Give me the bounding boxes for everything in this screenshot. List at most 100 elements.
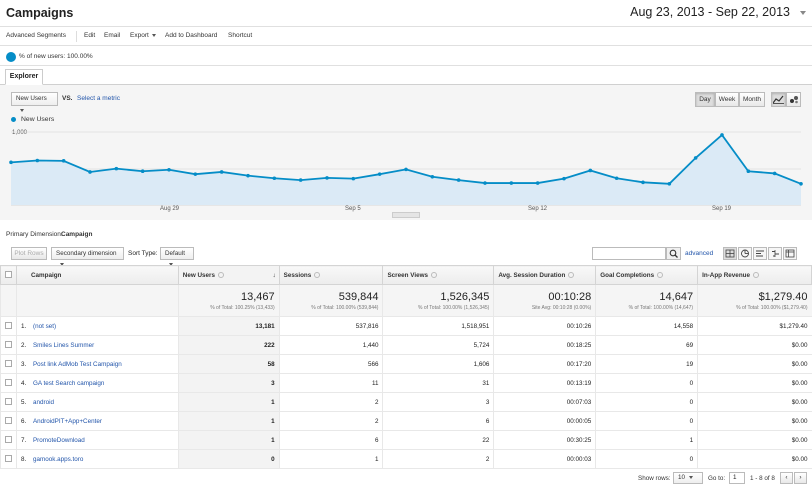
data-point[interactable] — [535, 181, 540, 185]
shortcut-button[interactable]: Shortcut — [228, 32, 253, 39]
advanced-filter-link[interactable]: advanced — [685, 250, 714, 257]
select-metric-link[interactable]: Select a metric — [77, 95, 120, 102]
data-point[interactable] — [430, 174, 435, 179]
line-chart-icon[interactable] — [771, 92, 786, 107]
column-header-new-users[interactable]: New Users ↓ — [177, 265, 280, 285]
date-range-picker[interactable]: Aug 23, 2013 - Sep 22, 2013 — [630, 5, 790, 19]
campaign-link[interactable]: (not set) — [32, 322, 57, 330]
data-point[interactable] — [140, 169, 145, 174]
column-header-sessions[interactable]: Sessions — [278, 265, 384, 285]
column-header-screen-views[interactable]: Screen Views — [382, 265, 495, 285]
checkbox[interactable] — [4, 416, 12, 424]
column-header-campaign[interactable]: Campaign — [15, 265, 179, 285]
help-icon[interactable] — [314, 271, 321, 278]
data-point[interactable] — [693, 156, 698, 160]
pie-view-icon[interactable] — [738, 247, 752, 260]
row-checkbox-cell[interactable] — [0, 411, 17, 431]
data-point[interactable] — [325, 176, 329, 180]
tab-explorer[interactable]: Explorer — [5, 69, 43, 85]
data-point[interactable] — [88, 170, 92, 174]
previous-page-button[interactable]: ‹ — [780, 472, 793, 484]
primary-dimension-campaign[interactable]: Campaign — [61, 231, 93, 238]
data-point[interactable] — [456, 178, 461, 182]
campaign-link[interactable]: GA test Search campaign — [32, 379, 105, 387]
row-checkbox-cell[interactable] — [0, 373, 17, 393]
checkbox[interactable] — [4, 435, 12, 443]
go-to-input[interactable]: 1 — [729, 472, 745, 484]
performance-view-icon[interactable] — [753, 247, 767, 260]
segment-pie-icon[interactable] — [6, 52, 16, 62]
row-checkbox-cell[interactable] — [0, 392, 17, 412]
data-point[interactable] — [351, 176, 356, 181]
plot-rows-button[interactable]: Plot Rows — [11, 247, 47, 260]
edit-button[interactable]: Edit — [84, 32, 96, 39]
row-checkbox-cell[interactable] — [0, 449, 17, 469]
email-button[interactable]: Email — [104, 32, 121, 39]
week-button[interactable]: Week — [715, 92, 739, 107]
chart-resize-handle[interactable] — [392, 212, 420, 218]
add-to-dashboard-button[interactable]: Add to Dashboard — [165, 32, 218, 39]
help-icon[interactable] — [217, 271, 224, 278]
row-checkbox-cell[interactable] — [0, 354, 17, 374]
show-rows-select[interactable]: 10 — [673, 472, 703, 484]
row-checkbox-cell[interactable] — [0, 335, 17, 355]
campaign-link[interactable]: android — [32, 398, 54, 406]
data-point[interactable] — [35, 158, 40, 163]
data-point[interactable] — [272, 176, 277, 181]
data-point[interactable] — [509, 181, 514, 185]
motion-chart-icon[interactable] — [786, 92, 801, 107]
checkbox[interactable] — [4, 270, 12, 278]
data-point[interactable] — [614, 176, 619, 181]
data-point[interactable] — [588, 168, 593, 173]
checkbox[interactable] — [4, 359, 12, 367]
checkbox[interactable] — [4, 378, 12, 386]
campaign-link[interactable]: gamook.apps.toro — [32, 455, 84, 463]
help-icon[interactable] — [753, 271, 760, 278]
data-point[interactable] — [720, 133, 724, 137]
sort-type-select[interactable]: Default — [160, 247, 194, 266]
export-button[interactable]: Export — [130, 32, 156, 39]
campaign-link[interactable]: PromoteDownload — [32, 436, 85, 444]
data-point[interactable] — [483, 181, 487, 185]
data-point[interactable] — [562, 176, 566, 181]
day-button[interactable]: Day — [695, 92, 715, 107]
month-button[interactable]: Month — [739, 92, 765, 107]
checkbox[interactable] — [4, 397, 12, 405]
row-checkbox-cell[interactable] — [0, 430, 17, 450]
metric-selector[interactable]: New Users — [11, 92, 58, 112]
data-point[interactable] — [9, 160, 13, 165]
secondary-dimension-select[interactable]: Secondary dimension — [51, 247, 124, 266]
table-search-input[interactable] — [592, 247, 666, 260]
next-page-button[interactable]: › — [794, 472, 807, 484]
data-point[interactable] — [667, 182, 672, 186]
date-range-dropdown-icon[interactable] — [800, 11, 806, 15]
advanced-segments-button[interactable]: Advanced Segments — [6, 32, 66, 39]
row-checkbox-cell[interactable] — [0, 316, 17, 336]
column-header-goal-completions[interactable]: Goal Completions — [595, 265, 699, 285]
data-point[interactable] — [114, 166, 119, 171]
campaign-link[interactable]: AndroidPIT+App+Center — [32, 417, 102, 425]
data-point[interactable] — [298, 178, 303, 182]
data-point[interactable] — [746, 169, 751, 174]
checkbox[interactable] — [4, 321, 12, 329]
data-point[interactable] — [246, 173, 250, 178]
data-point[interactable] — [167, 167, 171, 172]
data-point[interactable] — [772, 171, 777, 176]
select-all-checkbox-cell[interactable] — [0, 265, 17, 285]
data-point[interactable] — [61, 159, 66, 163]
comparison-view-icon[interactable] — [768, 247, 782, 260]
checkbox[interactable] — [4, 454, 12, 462]
pivot-view-icon[interactable] — [783, 247, 797, 260]
data-point[interactable] — [377, 172, 382, 176]
data-point[interactable] — [799, 182, 803, 186]
help-icon[interactable] — [657, 271, 664, 278]
column-header-avg-session-duration[interactable]: Avg. Session Duration — [493, 265, 597, 285]
help-icon[interactable] — [430, 271, 437, 278]
data-table-view-icon[interactable] — [723, 247, 737, 260]
campaign-link[interactable]: Post link AdMob Test Campaign — [32, 360, 122, 368]
data-point[interactable] — [404, 167, 408, 172]
data-point[interactable] — [219, 170, 224, 174]
column-header-in-app-revenue[interactable]: In-App Revenue — [697, 265, 812, 285]
data-point[interactable] — [193, 172, 198, 176]
campaign-link[interactable]: Smiles Lines Summer — [32, 341, 95, 349]
